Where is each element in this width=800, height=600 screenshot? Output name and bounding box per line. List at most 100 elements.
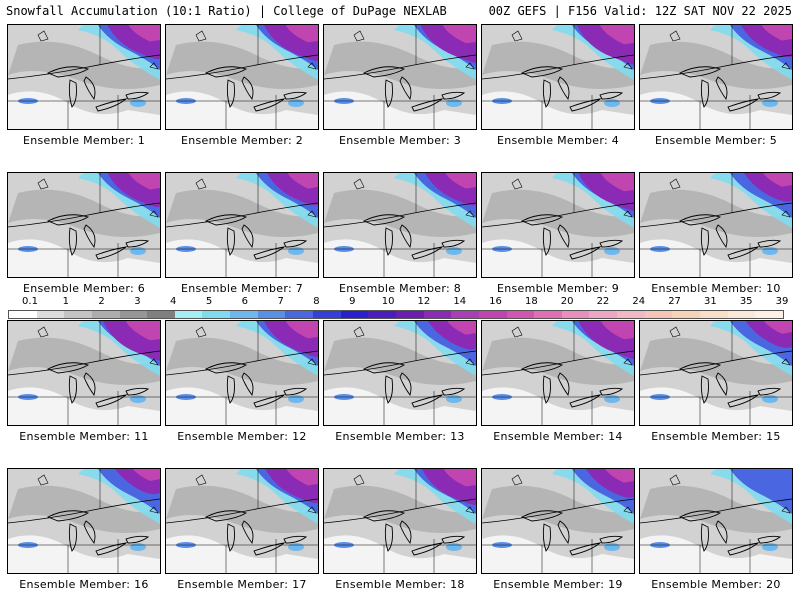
lake-erie xyxy=(569,542,602,556)
lake-erie xyxy=(411,394,444,408)
colorbar-label: 22 xyxy=(596,296,610,307)
colorbar-label: 35 xyxy=(739,296,753,307)
member-label-5: Ensemble Member: 5 xyxy=(654,134,778,147)
member-label-12: Ensemble Member: 12 xyxy=(177,430,307,443)
ensemble-map-19 xyxy=(481,468,635,574)
colorbar-label: 5 xyxy=(205,296,213,307)
lake-superior xyxy=(46,510,90,522)
lake-ontario xyxy=(757,91,782,100)
moderate-snow-band xyxy=(8,189,160,237)
lake-erie xyxy=(253,394,286,408)
snow-blob xyxy=(130,247,146,255)
map-canvas xyxy=(8,321,160,425)
ensemble-map-9 xyxy=(481,172,635,278)
border-line xyxy=(482,498,634,524)
lake-superior xyxy=(520,214,564,226)
lake-superior xyxy=(678,66,722,78)
lake-huron xyxy=(557,520,570,544)
moderate-snow-band xyxy=(324,337,476,385)
ensemble-map-14 xyxy=(481,320,635,426)
lake-outline xyxy=(307,210,317,218)
moderate-snow-band xyxy=(482,485,634,533)
border-line xyxy=(640,202,792,228)
member-label-17: Ensemble Member: 17 xyxy=(177,578,307,591)
lake-michigan xyxy=(384,79,393,108)
colorbar-label: 4 xyxy=(170,296,177,307)
lake-erie xyxy=(253,98,286,112)
colorbar-swatch xyxy=(672,311,701,318)
border-line xyxy=(482,350,634,376)
lake-outline xyxy=(353,326,365,338)
lake-ontario xyxy=(283,91,308,100)
lake-huron xyxy=(241,76,254,100)
lake-michigan xyxy=(384,523,393,552)
map-canvas xyxy=(482,173,634,277)
lake-erie xyxy=(95,394,128,408)
ensemble-map-15 xyxy=(639,320,793,426)
member-label-14: Ensemble Member: 14 xyxy=(493,430,623,443)
colorbar-label: 7 xyxy=(277,296,284,307)
border-line xyxy=(482,54,634,80)
lake-huron xyxy=(241,224,254,248)
magenta-heavy-snow xyxy=(600,173,634,192)
moderate-snow-band xyxy=(8,485,160,533)
lake-outline xyxy=(511,326,523,338)
member-label-20: Ensemble Member: 20 xyxy=(651,578,781,591)
snow-blob xyxy=(288,99,304,107)
magenta-heavy-snow xyxy=(285,25,318,43)
lake-michigan xyxy=(542,375,551,404)
lake-michigan xyxy=(542,523,551,552)
colorbar-swatch xyxy=(451,311,479,318)
lake-ontario xyxy=(441,239,466,248)
lake-ontario xyxy=(757,239,782,248)
lake-huron xyxy=(83,372,96,396)
blue-snow xyxy=(730,469,792,514)
moderate-snow-band xyxy=(482,337,634,385)
snow-blob xyxy=(446,543,462,551)
ensemble-map-6 xyxy=(7,172,161,278)
lake-outline xyxy=(669,178,681,190)
lake-outline xyxy=(195,326,207,338)
map-canvas xyxy=(482,25,634,129)
lake-ontario xyxy=(125,239,150,248)
moderate-snow-band xyxy=(640,485,792,533)
map-canvas xyxy=(324,173,476,277)
colorbar-swatch xyxy=(755,311,783,318)
lake-superior xyxy=(520,362,564,374)
moderate-snow-band xyxy=(166,337,318,385)
lake-outline xyxy=(669,326,681,338)
border-line xyxy=(482,202,634,228)
colorbar-swatch xyxy=(285,311,314,318)
lake-erie xyxy=(253,246,286,260)
lake-superior xyxy=(678,362,722,374)
colorbar-swatch xyxy=(478,311,507,318)
member-label-18: Ensemble Member: 18 xyxy=(335,578,465,591)
lake-ontario xyxy=(441,387,466,396)
colorbar-label: 2 xyxy=(98,296,105,307)
moderate-snow-band xyxy=(482,41,634,89)
lake-outline xyxy=(781,358,791,366)
colorbar-label: 6 xyxy=(241,296,249,307)
map-canvas xyxy=(324,469,476,573)
colorbar-swatch xyxy=(174,311,203,318)
lake-outline xyxy=(511,178,523,190)
colorbar-labels: 0.1 1 2 3 4 5 6 7 8 9 10 12 14 16 18 20 22 24 27 31 35 39 xyxy=(0,296,800,309)
border-line xyxy=(8,54,160,80)
lake-michigan xyxy=(384,375,393,404)
lake-ontario xyxy=(441,91,466,100)
colorbar-label: 14 xyxy=(453,296,467,307)
lake-outline xyxy=(307,62,317,70)
lake-michigan xyxy=(68,523,77,552)
moderate-snow-band xyxy=(8,337,160,385)
border-line xyxy=(8,350,160,376)
lake-huron xyxy=(83,224,96,248)
snow-blob xyxy=(130,99,146,107)
lake-huron xyxy=(715,520,728,544)
snow-blob xyxy=(446,247,462,255)
lake-ontario xyxy=(599,239,624,248)
lake-outline xyxy=(465,358,475,366)
moderate-snow-band xyxy=(640,189,792,237)
snow-blob xyxy=(446,99,462,107)
map-canvas xyxy=(640,469,792,573)
colorbar-swatch xyxy=(340,311,369,318)
